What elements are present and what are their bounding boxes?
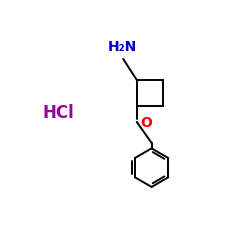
Text: O: O (140, 116, 152, 130)
Text: HCl: HCl (42, 104, 74, 122)
Text: H₂N: H₂N (107, 40, 136, 54)
